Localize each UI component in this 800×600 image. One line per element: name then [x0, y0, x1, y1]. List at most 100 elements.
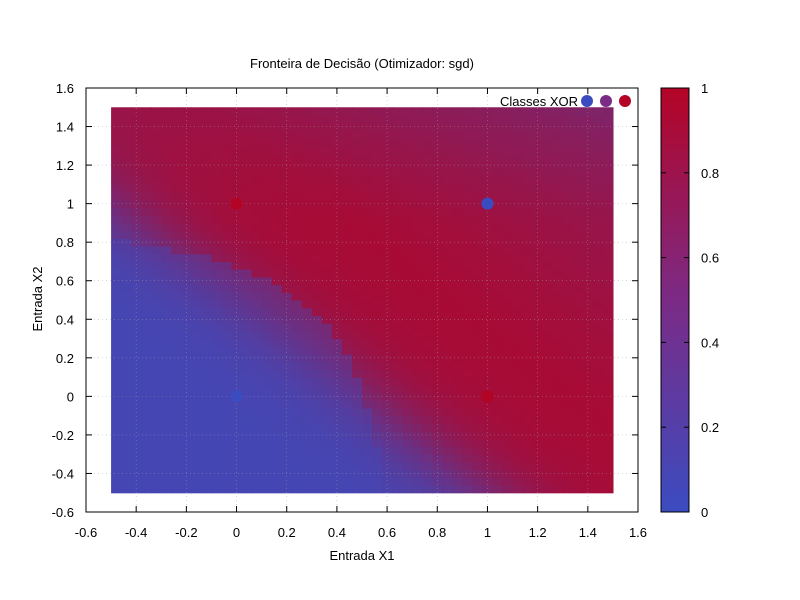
heatmap-cell — [482, 130, 494, 139]
heatmap-cell — [141, 392, 152, 401]
heatmap-cell — [582, 130, 594, 139]
heatmap-cell — [281, 114, 293, 124]
heatmap-cell — [111, 307, 122, 317]
heatmap-cell — [552, 438, 564, 448]
heatmap-cell — [522, 238, 534, 247]
heatmap-cell — [141, 446, 152, 455]
heatmap-cell — [141, 222, 152, 232]
heatmap-cell — [121, 222, 132, 232]
heatmap-cell — [261, 315, 273, 324]
heatmap-cell — [311, 377, 323, 386]
heatmap-cell — [111, 261, 122, 270]
heatmap-cell — [211, 454, 223, 463]
heatmap-cell — [592, 176, 604, 185]
heatmap-cell — [462, 377, 473, 386]
heatmap-cell — [532, 307, 544, 317]
heatmap-cell — [151, 392, 162, 401]
heatmap-cell — [131, 107, 142, 116]
heatmap-cell — [462, 431, 473, 440]
heatmap-cell — [582, 330, 594, 340]
heatmap-cell — [502, 215, 514, 224]
heatmap-cell — [121, 114, 132, 124]
heatmap-cell — [161, 454, 172, 463]
heatmap-cell — [542, 469, 554, 478]
heatmap-cell — [412, 315, 423, 324]
heatmap-cell — [592, 138, 604, 147]
heatmap-cell — [472, 207, 484, 216]
heatmap-cell — [412, 346, 423, 355]
heatmap-cell — [191, 377, 203, 386]
heatmap-cell — [251, 407, 263, 417]
heatmap-cell — [231, 477, 243, 486]
heatmap-cell — [171, 469, 182, 478]
heatmap-cell — [572, 400, 584, 409]
heatmap-cell — [452, 246, 463, 255]
heatmap-cell — [271, 400, 283, 409]
heatmap-cell — [602, 423, 614, 432]
heatmap-cell — [181, 438, 192, 448]
heatmap-cell — [121, 207, 132, 216]
heatmap-cell — [351, 377, 363, 386]
heatmap-cell — [592, 323, 604, 332]
heatmap-cell — [422, 184, 433, 193]
heatmap-cell — [512, 222, 524, 232]
heatmap-cell — [341, 307, 353, 317]
heatmap-cell — [221, 161, 233, 170]
heatmap-cell — [321, 361, 333, 370]
heatmap-cell — [281, 122, 293, 131]
heatmap-cell — [582, 415, 594, 424]
heatmap-cell — [241, 145, 253, 155]
heatmap-cell — [362, 353, 373, 363]
heatmap-cell — [412, 461, 423, 471]
heatmap-cell — [111, 415, 122, 424]
heatmap-cell — [311, 230, 323, 239]
heatmap-cell — [231, 192, 243, 201]
heatmap-cell — [211, 230, 223, 239]
data-point — [230, 197, 243, 210]
heatmap-cell — [492, 446, 504, 455]
heatmap-cell — [141, 461, 152, 471]
heatmap-cell — [462, 307, 473, 317]
heatmap-cell — [141, 168, 152, 178]
heatmap-cell — [582, 323, 594, 332]
heatmap-cell — [191, 407, 203, 417]
heatmap-cell — [121, 192, 132, 201]
heatmap-cell — [231, 384, 243, 394]
heatmap-cell — [412, 130, 423, 139]
heatmap-cell — [331, 176, 343, 185]
heatmap-cell — [392, 230, 403, 239]
heatmap-cell — [241, 392, 253, 401]
heatmap-cell — [422, 107, 433, 116]
heatmap-cell — [221, 461, 233, 471]
heatmap-cell — [442, 222, 453, 232]
heatmap-cell — [602, 307, 614, 317]
heatmap-cell — [572, 446, 584, 455]
heatmap-cell — [432, 107, 443, 116]
heatmap-cell — [251, 122, 263, 131]
x-tick-label: 1 — [484, 525, 491, 540]
heatmap-cell — [301, 145, 313, 155]
heatmap-cell — [191, 330, 203, 340]
heatmap-cell — [271, 230, 283, 239]
heatmap-cell — [281, 207, 293, 216]
heatmap-cell — [271, 253, 283, 263]
heatmap-cell — [502, 284, 514, 293]
heatmap-cell — [512, 292, 524, 301]
heatmap-cell — [472, 415, 484, 424]
heatmap-cell — [221, 292, 233, 301]
x-tick-label: 1.6 — [629, 525, 647, 540]
heatmap-cell — [442, 192, 453, 201]
heatmap-cell — [602, 415, 614, 424]
heatmap-cell — [362, 338, 373, 347]
heatmap-cell — [261, 114, 273, 124]
heatmap-cell — [341, 199, 353, 209]
heatmap-cell — [542, 284, 554, 293]
heatmap-cell — [321, 184, 333, 193]
heatmap-cell — [382, 323, 393, 332]
heatmap-cell — [241, 415, 253, 424]
heatmap-cell — [502, 438, 514, 448]
heatmap-cell — [191, 361, 203, 370]
heatmap-cell — [301, 222, 313, 232]
y-tick-label: -0.4 — [52, 466, 74, 481]
heatmap-cell — [231, 400, 243, 409]
